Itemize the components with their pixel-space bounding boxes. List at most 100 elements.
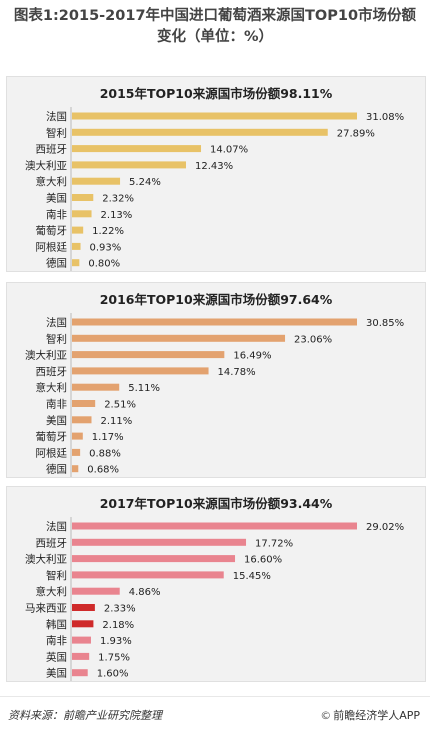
chart-title: 2016年TOP10来源国市场份额97.64% [99,292,333,307]
value-label: 14.78% [218,367,256,378]
value-label: 12.43% [195,161,233,172]
bar [72,145,202,153]
value-label: 2.18% [102,620,134,631]
value-label: 5.24% [129,177,161,188]
value-label: 0.68% [87,465,119,476]
bar-chart-2015: 法国 31.08% 智利 27.89% 西班牙 14.07% 澳大利亚 12.43% 意大利 5.… [25,107,404,271]
bar [72,318,357,326]
category-label: 马来西亚 [25,603,67,615]
brand-label: © 前瞻经济学人APP [320,707,420,723]
value-label: 5.11% [128,383,160,394]
category-label: 智利 [46,126,67,139]
value-label: 29.02% [366,522,404,533]
value-label: 2.32% [102,194,134,205]
value-label: 14.07% [210,145,248,156]
value-label: 2.13% [101,210,133,221]
category-label: 葡萄牙 [36,430,68,443]
category-label: 南非 [46,208,67,221]
bar [72,522,357,530]
bar [72,587,120,595]
chart-title: 2017年TOP10来源国市场份额93.44% [99,496,333,511]
bar [72,242,81,250]
bar [72,226,84,234]
bar [72,604,95,611]
bar [72,367,209,375]
chart-panel-2017: 2017年TOP10来源国市场份额93.44% 法国 29.02% 西班牙 17.72… [6,486,426,682]
chart-title: 2015年TOP10来源国市场份额98.11% [99,86,333,101]
brand-name: 前瞻经济学人APP [333,709,420,722]
category-label: 意大利 [36,381,68,394]
value-label: 30.85% [366,318,404,329]
bar [72,652,90,660]
bar [72,194,94,201]
category-label: 意大利 [36,585,68,598]
category-label: 韩国 [46,618,67,631]
value-label: 1.93% [100,636,132,647]
category-label: 智利 [46,569,67,582]
category-label: 西班牙 [36,144,68,156]
value-label: 2.11% [100,416,132,427]
category-label: 德国 [46,463,67,476]
category-label: 法国 [46,520,67,533]
bar-chart-2017: 法国 29.02% 西班牙 17.72% 澳大利亚 16.60% 智利 15.45% 意大利 4.… [25,517,404,681]
bar [72,112,357,120]
value-label: 17.72% [255,538,293,549]
bar [72,334,286,342]
category-label: 澳大利亚 [25,349,67,362]
chart-panel-2016: 2016年TOP10来源国市场份额97.64% 法国 30.85% 智利 23.06%… [6,282,426,478]
bar [72,538,247,546]
value-label: 0.93% [90,242,122,253]
category-label: 美国 [46,414,67,427]
bar [72,128,328,136]
bar [72,636,91,644]
value-label: 15.45% [233,571,271,582]
category-label: 法国 [46,110,67,123]
value-label: 1.75% [98,652,130,663]
bar [72,432,83,440]
category-label: 阿根廷 [36,446,68,459]
page-title: 图表1:2015-2017年中国进口葡萄酒来源国TOP10市场份额变化（单位：%… [13,8,417,45]
value-label: 16.49% [233,351,271,362]
bar [72,210,92,218]
category-label: 葡萄牙 [36,224,68,237]
bar [72,669,88,677]
category-label: 南非 [46,634,67,647]
source-note: 资料来源：前瞻产业研究院整理 [8,709,162,722]
bar [72,259,80,267]
bar [72,416,92,424]
value-label: 31.08% [366,112,404,123]
bar [72,383,120,391]
value-label: 0.80% [88,259,120,270]
footer: 资料来源：前瞻产业研究院整理 © 前瞻经济学人APP [0,696,430,731]
category-label: 美国 [46,192,67,205]
value-label: 1.60% [97,669,129,680]
bar-chart-2016: 法国 30.85% 智利 23.06% 澳大利亚 16.49% 西班牙 14.78% 意大利 5.… [25,313,404,477]
bar [72,351,225,359]
category-label: 美国 [46,667,67,680]
value-label: 1.22% [92,226,124,237]
bar [72,400,96,407]
category-label: 智利 [46,332,67,345]
value-label: 1.17% [92,432,124,443]
category-label: 法国 [46,316,67,329]
copyright-icon: © [320,709,332,722]
category-label: 德国 [46,257,67,270]
bar [72,448,81,456]
value-label: 4.86% [129,587,161,598]
category-label: 意大利 [36,175,68,188]
bar [72,555,236,563]
bar [72,571,224,579]
category-label: 澳大利亚 [25,159,67,172]
value-label: 2.33% [104,604,136,615]
value-label: 0.88% [89,448,121,459]
value-label: 23.06% [294,334,332,345]
category-label: 阿根廷 [36,240,68,253]
category-label: 澳大利亚 [25,553,67,566]
chart-panel-2015: 2015年TOP10来源国市场份额98.11% 法国 31.08% 智利 27.89%… [6,76,426,272]
bar [72,177,121,185]
value-label: 27.89% [337,128,375,139]
bar [72,465,79,473]
category-label: 南非 [46,398,67,411]
value-label: 2.51% [104,400,136,411]
category-label: 西班牙 [36,537,68,549]
